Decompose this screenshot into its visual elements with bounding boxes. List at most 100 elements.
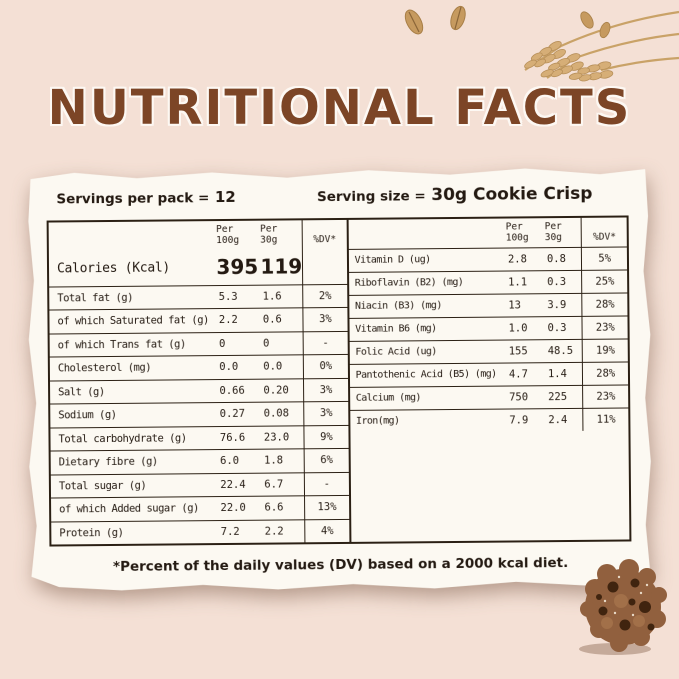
vitamins-minerals-table: Per 100g Per 30g %DV* Vitamin D (ug) 2.8… (346, 217, 629, 541)
per-100g-value: 13 (504, 294, 543, 317)
nutrient-label: Salt (g) (50, 379, 216, 404)
servings-value: 12 (214, 187, 236, 207)
page-title: NUTRITIONAL FACTS (47, 80, 632, 136)
dv-value: 23% (583, 385, 628, 408)
dv-value: - (304, 472, 348, 496)
table-row: Protein (g) 7.2 2.2 4% (51, 519, 349, 545)
table-row: Total carbohydrate (g) 76.6 23.0 9% (50, 425, 348, 451)
nutrient-label: Sodium (g) (50, 403, 216, 428)
per-30g-value: 48.5 (544, 339, 583, 362)
table-row: Calcium (mg) 750 225 23% (350, 385, 629, 410)
dv-value: 11% (583, 408, 628, 431)
per-30g-value: 0.20 (259, 378, 303, 402)
per-100g-value: 1.1 (504, 271, 543, 294)
per-100g-value: 6.0 (216, 449, 260, 473)
dv-value: 3% (303, 308, 347, 332)
dv-value: 0% (303, 355, 347, 379)
col-header-per-30g: Per 30g (260, 223, 278, 246)
nutrient-label: Total fat (g) (49, 285, 215, 310)
table-row: Vitamin B6 (mg) 1.0 0.3 23% (349, 316, 628, 341)
nutrient-label: of which Trans fat (g) (50, 332, 216, 357)
calories-row: Calories (Kcal) 395 119 (49, 249, 347, 287)
dv-value: 25% (582, 270, 627, 293)
per-100g-value: 0.0 (215, 355, 259, 379)
empty-header (348, 219, 504, 250)
table-row: Total fat (g) 5.3 1.6 2% (49, 284, 347, 310)
nutrient-label: Iron(mg) (350, 409, 506, 433)
per-100g-value: 22.0 (216, 496, 260, 520)
column-header-row: Per 100g Per 30g %DV* (348, 217, 627, 249)
nutrient-label: Cholesterol (mg) (50, 356, 216, 381)
table-row: Iron(mg) 7.9 2.4 11% (350, 408, 629, 433)
dv-value: 3% (304, 402, 348, 426)
table-row: Pantothenic Acid (B5) (mg) 4.7 1.4 28% (350, 362, 629, 387)
per-30g-value: 1.8 (260, 449, 304, 473)
table-row: Total sugar (g) 22.4 6.7 - (51, 472, 349, 498)
nutrient-label: Total carbohydrate (g) (50, 426, 216, 451)
per-30g-value: 6.6 (260, 496, 304, 520)
dv-value: 9% (304, 425, 348, 449)
servings-label: Servings per pack = (56, 190, 210, 208)
dv-value: 13% (305, 496, 349, 520)
serving-size-value: 30g Cookie Crisp (431, 183, 593, 206)
table-row: of which Trans fat (g) 0 0 - (50, 331, 348, 357)
footnote: *Percent of the daily values (DV) based … (112, 555, 569, 575)
col-header-dv: %DV* (582, 217, 627, 247)
per-100g-value: 7.9 (505, 409, 544, 432)
per-30g-value: 0.6 (259, 308, 303, 332)
nutrient-label: Vitamin B6 (mg) (349, 317, 505, 341)
table-row: Folic Acid (ug) 155 48.5 19% (349, 339, 628, 364)
nutrient-label: Total sugar (g) (51, 473, 217, 498)
per-30g-value: 2.2 (261, 519, 305, 542)
nutrient-label: Calcium (mg) (350, 386, 506, 410)
per-100g-value: 0 (215, 332, 259, 356)
per-100g-value: 4.7 (505, 363, 544, 386)
per-30g-value: 225 (544, 385, 583, 408)
nutrition-table: Per 100g Per 30g %DV* Calories (Kcal) 39… (47, 215, 632, 546)
table-row: Sodium (g) 0.27 0.08 3% (50, 402, 348, 428)
dv-value: 6% (304, 449, 348, 473)
per-30g-value: 6.7 (260, 472, 304, 496)
per-100g-value: 1.0 (504, 317, 543, 340)
per-100g-value: 155 (505, 340, 544, 363)
dv-value: 5% (582, 247, 627, 270)
table-row: Vitamin D (ug) 2.8 0.8 5% (349, 247, 628, 272)
per-100g-value: 0.66 (215, 379, 259, 403)
per-30g-value: 0.0 (259, 355, 303, 379)
per-30g-value: 0.8 (543, 247, 582, 270)
dv-value: 2% (303, 284, 347, 308)
per-100g-value: 395 (216, 254, 259, 280)
servings-per-pack: Servings per pack = 12 (56, 187, 236, 208)
per-100g-value: 0.27 (216, 402, 260, 426)
table-row: of which Saturated fat (g) 2.2 0.6 3% (49, 308, 347, 334)
per-100g-value: 750 (505, 386, 544, 409)
col-header-per-100g: Per 100g (505, 221, 529, 244)
dv-value (303, 249, 347, 285)
dv-value: 19% (583, 339, 628, 362)
nutrition-label-paper: Servings per pack = 12 Serving size = 30… (24, 165, 654, 593)
nutrient-label: of which Saturated fat (g) (49, 309, 215, 334)
table-row: Niacin (B3) (mg) 13 3.9 28% (349, 293, 628, 318)
col-header-dv: %DV* (302, 220, 346, 249)
per-30g-value: 0 (259, 331, 303, 355)
per-30g-value: 1.4 (544, 362, 583, 385)
nutrient-label: Dietary fibre (g) (51, 450, 217, 475)
nutrient-label: Calories (Kcal) (56, 260, 170, 277)
nutrient-label: Niacin (B3) (mg) (349, 294, 505, 318)
per-30g-value: 2.4 (544, 408, 583, 431)
per-30g-value: 3.9 (543, 293, 582, 316)
dv-value: 3% (304, 378, 348, 402)
per-100g-value: 22.4 (216, 473, 260, 497)
per-100g-value: 7.2 (217, 520, 261, 543)
wheat-grains-icon (404, 5, 466, 35)
per-100g-value: 5.3 (215, 285, 259, 309)
per-100g-value: 76.6 (216, 426, 260, 450)
per-30g-value: 0.3 (543, 316, 582, 339)
col-header-per-100g: Per 100g (216, 223, 240, 246)
table-row: Dietary fibre (g) 6.0 1.8 6% (51, 449, 349, 475)
serving-size: Serving size = 30g Cookie Crisp (317, 184, 621, 207)
per-30g-value: 1.6 (259, 284, 303, 308)
serving-size-label: Serving size = (316, 188, 426, 206)
nutrient-label: Folic Acid (ug) (349, 340, 505, 364)
